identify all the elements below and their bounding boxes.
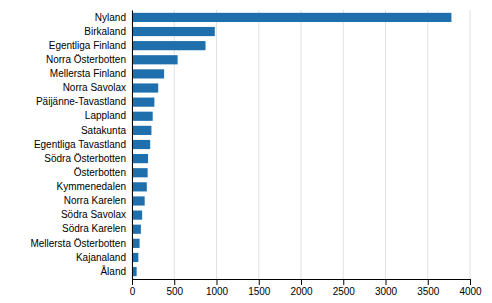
tick: Kajanaland <box>76 252 126 263</box>
grid-line <box>216 10 217 279</box>
tick: Birkaland <box>84 26 126 37</box>
tick: Egentliga Tavastland <box>34 139 126 150</box>
tick: Nyland <box>95 12 126 23</box>
axis-line <box>133 280 471 286</box>
tick: 4000 <box>459 279 482 297</box>
bar <box>132 182 147 191</box>
bar <box>132 196 145 205</box>
bar <box>132 41 206 50</box>
tick: 1500 <box>248 279 271 297</box>
plot: 0 500 1000 1500 2000 2500 3000 3500 4000 Åland Kaj… <box>30 10 482 297</box>
bars <box>132 13 451 276</box>
tick-label: Birkaland <box>84 26 126 37</box>
x-axis: 0 500 1000 1500 2000 2500 3000 3500 4000 <box>130 279 482 297</box>
bar <box>132 13 451 22</box>
bar <box>132 140 150 149</box>
tick-label: 3000 <box>375 286 398 297</box>
tick: Egentliga Finland <box>49 40 126 51</box>
tick-label: 4000 <box>459 286 482 297</box>
tick-label: Nyland <box>95 12 126 23</box>
chart: 0 500 1000 1500 2000 2500 3000 3500 4000 Åland Kaj… <box>0 0 492 303</box>
tick-mark <box>301 279 302 285</box>
tick: 2000 <box>290 279 313 297</box>
tick: Södra Österbotten <box>44 153 126 164</box>
grid-line <box>343 10 344 279</box>
bar <box>132 27 215 36</box>
grid-line <box>301 10 302 279</box>
tick: 500 <box>166 279 183 297</box>
tick-label: Egentliga Tavastland <box>34 139 126 150</box>
grid-line <box>427 10 428 279</box>
tick-label: Södra Österbotten <box>44 153 126 164</box>
tick: Åland <box>100 265 126 277</box>
bar <box>132 55 178 64</box>
tick-label: Norra Savolax <box>63 82 126 93</box>
tick-label: 500 <box>166 286 183 297</box>
tick-label: Kajanaland <box>76 252 126 263</box>
tick: Norra Österbotten <box>46 54 126 65</box>
tick: Satakunta <box>81 125 126 136</box>
tick: Södra Savolax <box>61 209 126 220</box>
tick-label: 2500 <box>333 286 356 297</box>
tick-label: Åland <box>100 265 126 277</box>
tick-label: Södra Savolax <box>61 209 126 220</box>
tick: 3500 <box>417 279 440 297</box>
tick-label: Egentliga Finland <box>49 40 126 51</box>
tick-label: Norra Karelen <box>64 195 126 206</box>
tick-label: 0 <box>130 286 136 297</box>
tick: Norra Karelen <box>64 195 126 206</box>
tick-mark <box>259 279 260 285</box>
grid-line <box>258 10 259 279</box>
bar <box>132 112 153 121</box>
bar <box>132 239 140 248</box>
tick-label: Satakunta <box>81 125 126 136</box>
tick-label: Österbotten <box>74 167 126 178</box>
tick: Mellersta Finland <box>50 68 126 79</box>
tick: 0 <box>130 279 136 297</box>
tick-mark <box>470 279 471 285</box>
bar <box>132 126 151 135</box>
tick-label: 1000 <box>206 286 229 297</box>
bar <box>132 168 148 177</box>
tick-label: Södra Karelen <box>62 223 126 234</box>
tick: 3000 <box>375 279 398 297</box>
bar <box>132 69 164 78</box>
tick-label: Päijänne-Tavastland <box>36 96 126 107</box>
grid <box>132 10 470 279</box>
tick-label: Kymmenedalen <box>57 181 126 192</box>
bar <box>132 225 141 234</box>
tick: Päijänne-Tavastland <box>36 96 126 107</box>
tick: Österbotten <box>74 167 126 178</box>
bar <box>132 98 154 107</box>
tick-mark <box>343 279 344 285</box>
tick: Södra Karelen <box>62 223 126 234</box>
axis-line <box>132 11 133 280</box>
tick-mark <box>428 279 429 285</box>
grid-line <box>385 10 386 279</box>
tick-label: Mellersta Österbotten <box>30 238 126 249</box>
grid-line <box>132 10 133 279</box>
tick: Kymmenedalen <box>57 181 126 192</box>
tick: Norra Savolax <box>63 82 126 93</box>
tick-mark <box>217 279 218 285</box>
tick-label: 2000 <box>290 286 313 297</box>
tick-mark <box>174 279 175 285</box>
grid-line <box>174 10 175 279</box>
y-axis: Åland Kajanaland Mellersta Österbotten Södr… <box>30 11 132 280</box>
tick-mark <box>386 279 387 285</box>
bar <box>132 211 142 220</box>
bar <box>132 154 148 163</box>
tick-label: Norra Österbotten <box>46 54 126 65</box>
grid-line <box>470 10 471 279</box>
tick-label: 3500 <box>417 286 440 297</box>
tick-label: Mellersta Finland <box>50 68 126 79</box>
tick-mark <box>132 279 133 285</box>
tick: Mellersta Österbotten <box>30 238 126 249</box>
tick: 2500 <box>333 279 356 297</box>
tick: Lappland <box>85 110 126 121</box>
tick-label: Lappland <box>85 110 126 121</box>
tick-label: 1500 <box>248 286 271 297</box>
tick: 1000 <box>206 279 229 297</box>
bar <box>132 83 158 92</box>
